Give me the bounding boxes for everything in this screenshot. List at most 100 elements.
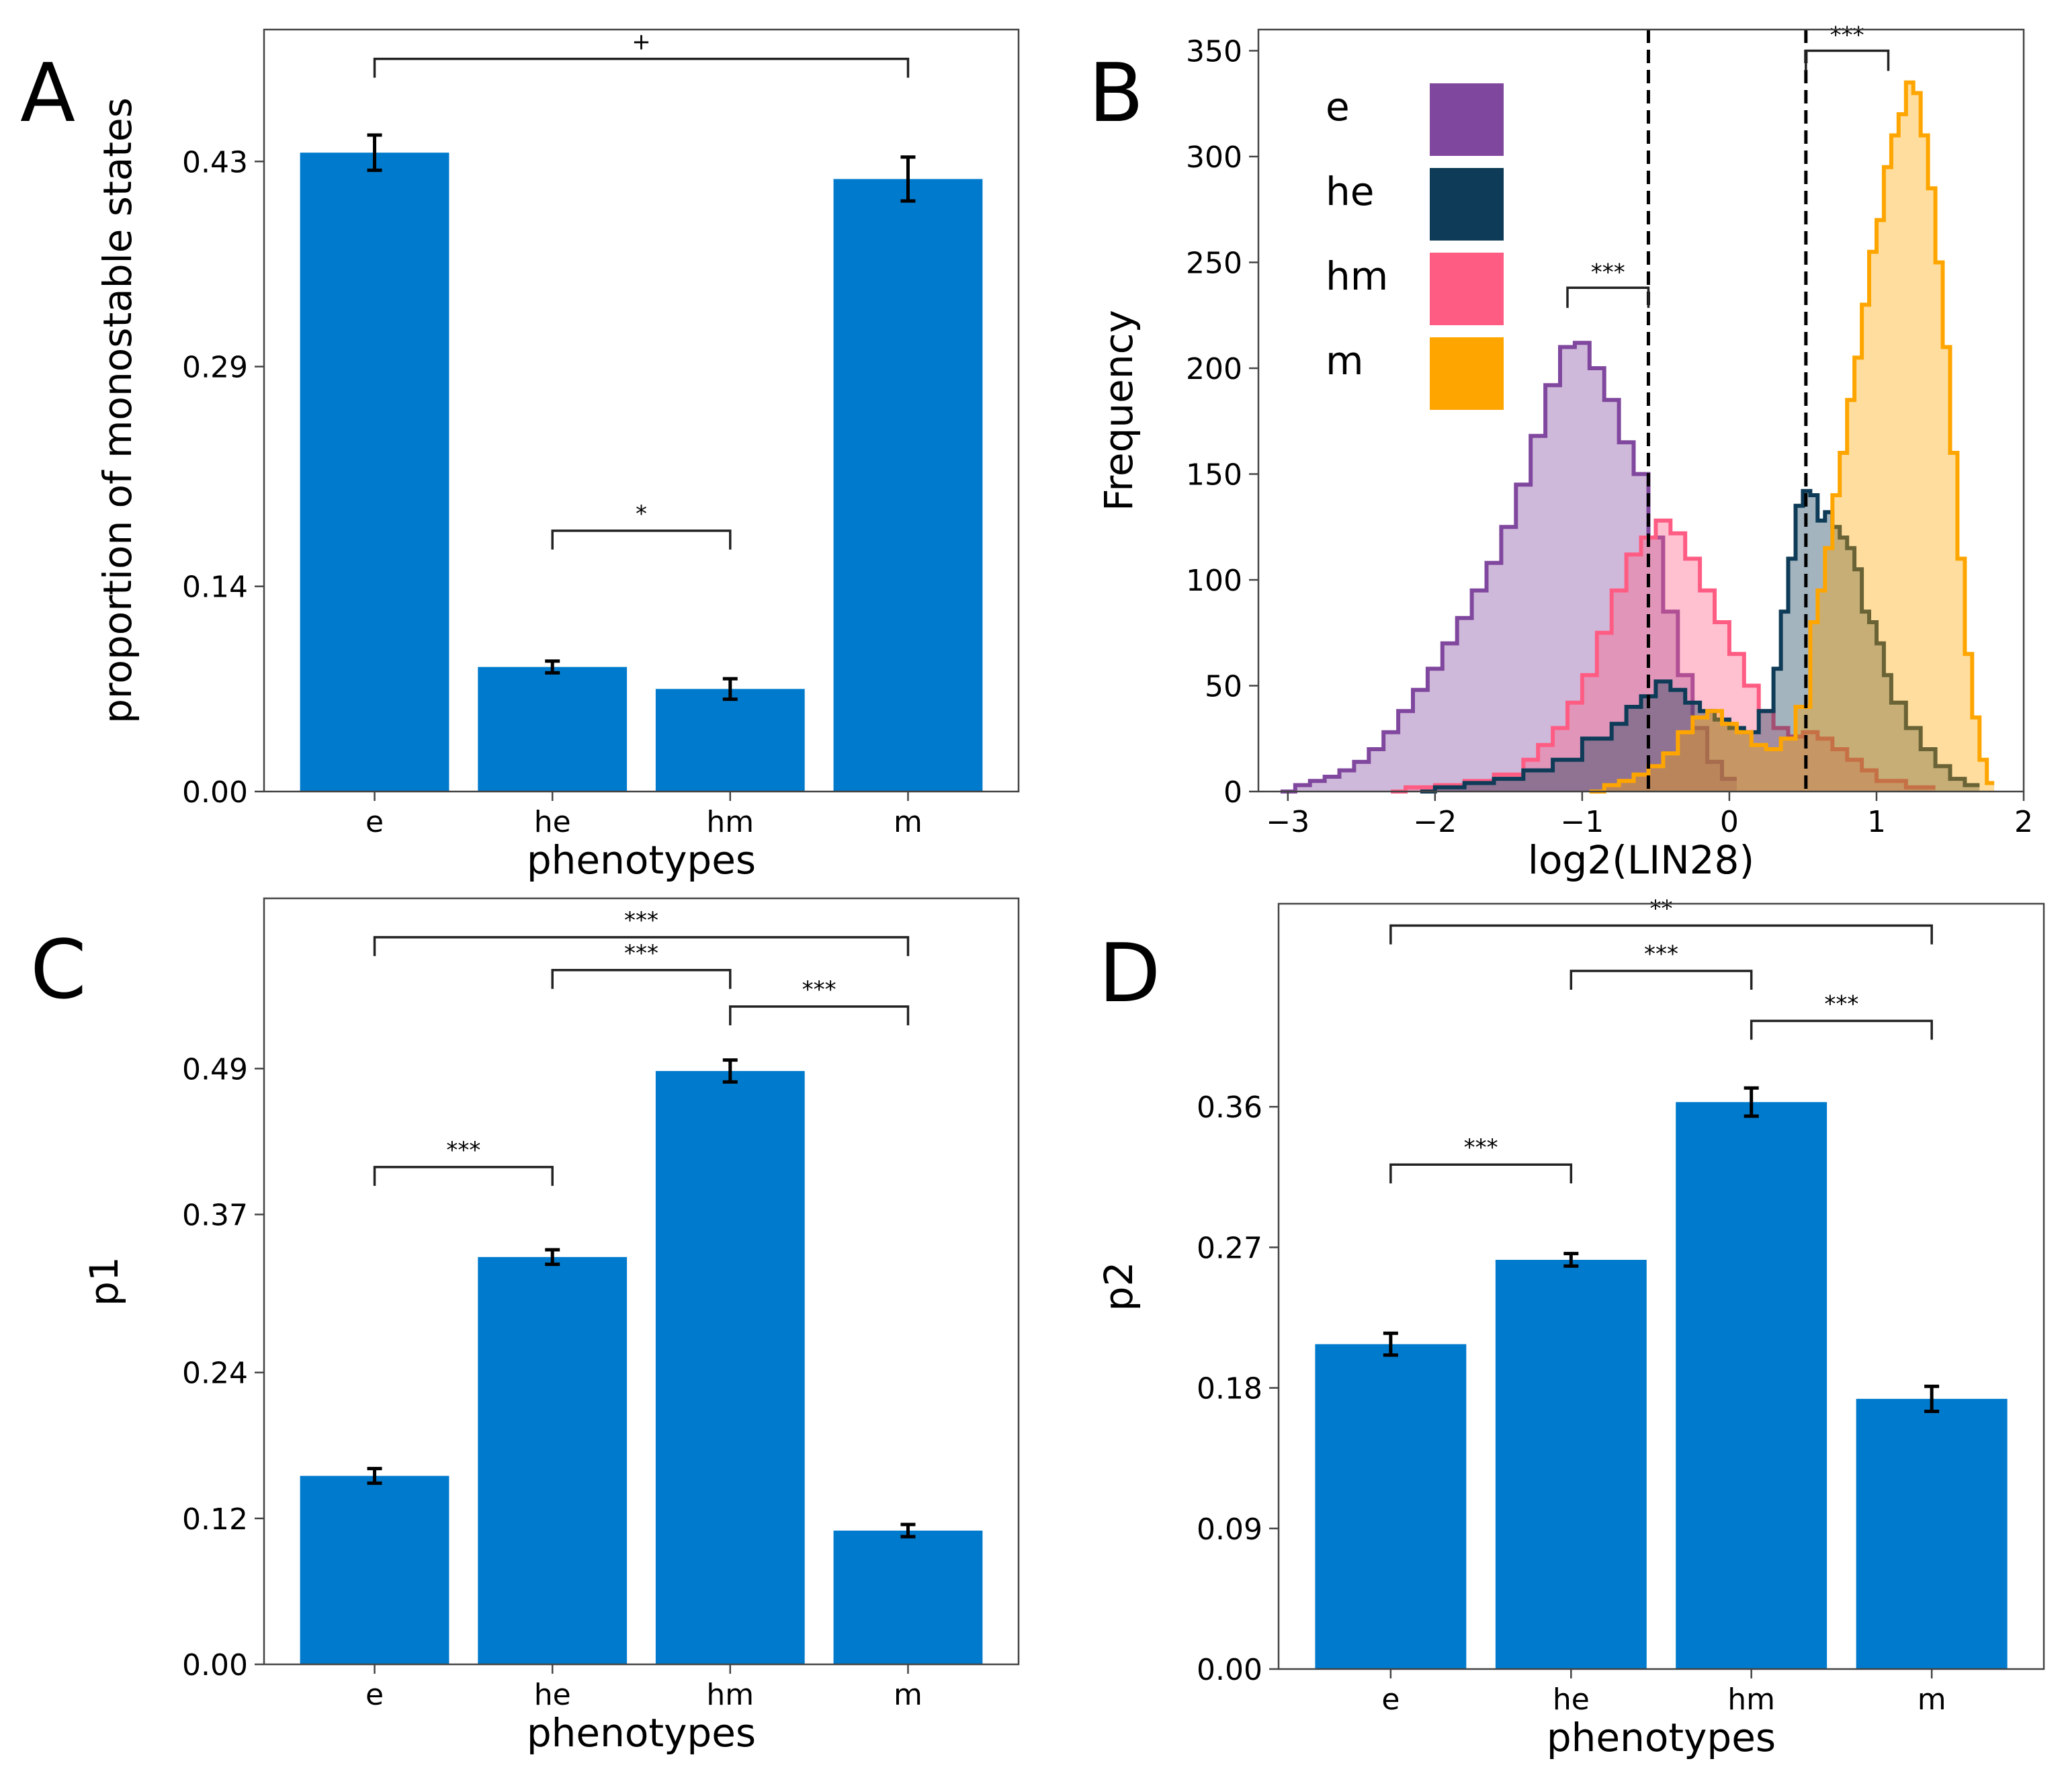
y-tick-label: 0.36 xyxy=(1197,1091,1262,1125)
x-tick-label: 1 xyxy=(1867,805,1886,839)
significance-bracket xyxy=(1570,970,1753,990)
x-tick-label: m xyxy=(894,1678,922,1712)
x-tick-label: e xyxy=(366,805,384,839)
x-tick-label: 2 xyxy=(2014,805,2033,839)
significance-label: *** xyxy=(446,1137,480,1164)
plot-frame xyxy=(263,897,1020,1666)
y-tick-label: 0.37 xyxy=(182,1198,248,1232)
histogram-outline-m xyxy=(1589,80,1995,794)
y-tick-label: 0.00 xyxy=(182,1648,248,1682)
legend-label-m: m xyxy=(1326,338,1364,384)
legend-label-he: he xyxy=(1326,169,1374,214)
panel-letter: C xyxy=(30,924,87,1017)
significance-bracket xyxy=(373,57,910,78)
plot-frame xyxy=(1257,28,2025,793)
histogram-fill-e xyxy=(1280,343,1737,792)
y-tick-label: 150 xyxy=(1186,458,1242,493)
y-axis-label: p1 xyxy=(81,1256,127,1306)
y-tick-label: 250 xyxy=(1186,247,1242,281)
y-tick-label: 0.14 xyxy=(182,570,248,605)
y-axis-label: p2 xyxy=(1096,1262,1142,1312)
bar-m xyxy=(1856,1398,2008,1669)
bar-e xyxy=(300,153,449,792)
y-tick-label: 0.12 xyxy=(182,1502,248,1537)
plot-frame xyxy=(1277,902,2045,1670)
y-axis-label: proportion of monostable states xyxy=(95,97,140,724)
y-tick-label: 0.29 xyxy=(182,351,248,385)
x-tick-label: e xyxy=(366,1678,384,1712)
y-tick-label: 0.49 xyxy=(182,1052,248,1086)
significance-bracket xyxy=(1566,286,1650,308)
y-tick-label: 0.27 xyxy=(1197,1231,1262,1265)
y-tick-label: 0.43 xyxy=(182,145,248,179)
x-tick-label: e xyxy=(1381,1682,1400,1717)
x-tick-label: m xyxy=(1918,1682,1946,1717)
x-tick-label: hm xyxy=(706,1678,754,1712)
y-tick-label: 0.18 xyxy=(1197,1372,1262,1406)
x-axis-label: phenotypes xyxy=(527,1710,756,1756)
x-tick-label: −1 xyxy=(1560,805,1604,839)
x-tick-label: he xyxy=(1553,1682,1590,1717)
bar-e xyxy=(1315,1344,1467,1669)
legend-swatch-hm xyxy=(1430,253,1504,325)
x-tick-label: hm xyxy=(706,805,754,839)
significance-bracket xyxy=(729,1005,910,1026)
x-tick-label: −3 xyxy=(1266,805,1309,839)
legend-swatch-e xyxy=(1430,83,1504,156)
x-tick-label: −2 xyxy=(1413,805,1457,839)
y-tick-label: 50 xyxy=(1205,670,1242,704)
significance-label: *** xyxy=(802,976,836,1003)
y-tick-label: 300 xyxy=(1186,140,1242,175)
x-tick-label: m xyxy=(894,805,922,839)
y-axis-label: Frequency xyxy=(1096,310,1142,511)
panel-c: C *** *** *** *** 0.00 0.12 0.24 0.37 0.49 e he hm m p… xyxy=(30,897,1020,1756)
y-tick-label: 0.24 xyxy=(182,1357,248,1391)
histogram-fill-hm xyxy=(1391,520,1936,792)
x-tick-label: hm xyxy=(1727,1682,1775,1717)
bar-hm xyxy=(1676,1102,1828,1669)
significance-label: ** xyxy=(1650,896,1673,923)
legend-swatch-he xyxy=(1430,168,1504,241)
significance-bracket xyxy=(1750,1019,1933,1040)
bar-m xyxy=(833,179,983,792)
legend-label-hm: hm xyxy=(1326,253,1388,299)
significance-label: * xyxy=(636,501,647,527)
significance-label: + xyxy=(632,29,651,56)
histogram-fill-m xyxy=(1589,82,1995,792)
significance-label: *** xyxy=(1591,259,1625,286)
significance-label: *** xyxy=(624,940,658,967)
panel-b: B *** *** 0 50 100 150 200 250 300 350 −3 −2 −1 0 1 2 log… xyxy=(1088,22,2033,884)
significance-bracket xyxy=(1389,924,1933,945)
significance-bracket xyxy=(1389,1163,1573,1184)
y-tick-label: 350 xyxy=(1186,35,1242,69)
x-tick-label: he xyxy=(534,805,571,839)
x-axis-label: log2(LIN28) xyxy=(1528,837,1754,883)
significance-bracket xyxy=(373,1166,554,1186)
panel-letter: D xyxy=(1099,927,1160,1021)
bar-m xyxy=(833,1530,983,1664)
y-tick-label: 0.00 xyxy=(1197,1653,1262,1687)
bar-he xyxy=(478,1256,628,1664)
significance-bracket xyxy=(1805,49,1890,71)
x-axis-label: phenotypes xyxy=(527,837,756,883)
panel-a: A + * 0.00 0.14 0.29 0.43 e he hm m phenotypes propo… xyxy=(20,28,1020,883)
legend-swatch-m xyxy=(1430,337,1504,410)
legend-label-e: e xyxy=(1326,84,1350,130)
bar-hm xyxy=(655,689,805,792)
significance-bracket xyxy=(373,936,910,956)
histogram-outline-he xyxy=(1420,488,1980,794)
bar-he xyxy=(478,667,628,792)
y-tick-label: 0 xyxy=(1223,775,1242,810)
y-tick-label: 200 xyxy=(1186,352,1242,386)
y-tick-label: 0.09 xyxy=(1197,1512,1262,1547)
x-tick-label: 0 xyxy=(1720,805,1739,839)
significance-bracket xyxy=(551,969,732,989)
panel-letter: B xyxy=(1088,47,1144,140)
histogram-outline-hm xyxy=(1391,518,1936,794)
significance-label: *** xyxy=(1830,22,1864,49)
significance-label: *** xyxy=(1644,941,1678,968)
significance-label: *** xyxy=(1824,990,1858,1017)
plot-frame xyxy=(263,28,1020,793)
x-tick-label: he xyxy=(534,1678,571,1712)
